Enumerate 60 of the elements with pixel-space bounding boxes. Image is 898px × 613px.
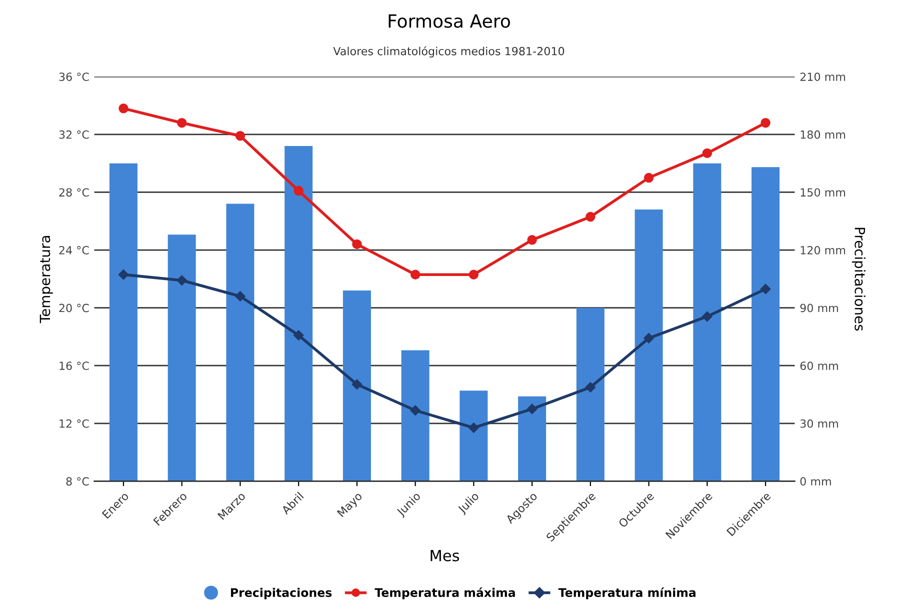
chart-subtitle: Valores climatológicos medios 1981-2010 xyxy=(333,46,564,58)
legend-label: Temperatura mínima xyxy=(558,587,696,600)
point xyxy=(352,379,362,390)
point xyxy=(118,104,128,114)
y2-tick-label: 0 mm xyxy=(800,477,831,486)
y2-tick-label: 150 mm xyxy=(800,188,846,197)
point xyxy=(702,311,712,322)
y-tick-label: 32 °C xyxy=(59,130,89,139)
bar xyxy=(109,163,138,482)
point xyxy=(644,333,654,344)
bar xyxy=(752,167,780,482)
y2-tick-label: 90 mm xyxy=(800,304,838,312)
y-tick-label: 24 °C xyxy=(59,246,89,254)
point xyxy=(176,275,187,286)
y2-tick-label: 30 mm xyxy=(800,419,838,428)
point xyxy=(527,235,537,245)
bar xyxy=(401,350,430,482)
y-tick-label: 8 °C xyxy=(66,477,89,486)
point xyxy=(760,118,770,128)
point xyxy=(235,291,246,302)
y2-tick-label: 210 mm xyxy=(800,72,846,82)
point xyxy=(352,239,362,250)
y2-tick-label: 60 mm xyxy=(800,362,838,370)
point xyxy=(586,212,596,222)
point xyxy=(176,118,187,128)
y-tick-label: 20 °C xyxy=(59,304,89,312)
point xyxy=(702,148,712,158)
point xyxy=(760,284,771,294)
x-axis-title: Mes xyxy=(430,550,460,562)
legend-label: Temperatura máxima xyxy=(374,587,515,600)
point xyxy=(118,269,129,280)
bar xyxy=(284,146,313,482)
bar xyxy=(460,390,488,482)
point xyxy=(526,404,538,414)
y-tick-label: 36 °C xyxy=(59,72,89,82)
point xyxy=(294,186,304,196)
y2-tick-label: 180 mm xyxy=(800,130,846,139)
bar xyxy=(576,308,604,482)
y-tick-label: 16 °C xyxy=(60,362,89,370)
y2-tick-label: 120 mm xyxy=(800,246,846,254)
point xyxy=(468,270,479,280)
bar xyxy=(342,290,371,482)
point xyxy=(644,172,654,183)
bar xyxy=(634,210,663,482)
point xyxy=(410,270,420,280)
legend-label: Precipitaciones xyxy=(231,588,332,600)
y-tick-label: 28 °C xyxy=(59,188,89,197)
y-tick-label: 12 °C xyxy=(60,419,89,428)
point xyxy=(235,131,246,141)
y2-axis-title: Precipitaciones xyxy=(852,228,866,331)
chart-title: Formosa Aero xyxy=(388,14,510,28)
bar xyxy=(518,396,546,482)
bar xyxy=(168,234,196,482)
point xyxy=(585,382,596,392)
y-axis-title: Temperatura xyxy=(40,236,53,324)
point xyxy=(410,405,420,416)
point xyxy=(293,330,304,340)
bar xyxy=(226,204,254,482)
point xyxy=(468,422,479,433)
bar xyxy=(693,163,722,482)
